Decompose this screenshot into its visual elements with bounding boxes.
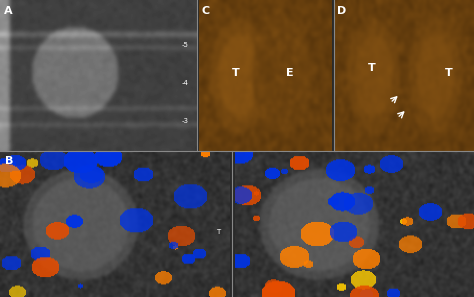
Text: -4: -4 <box>182 80 189 86</box>
Text: E: E <box>285 68 293 78</box>
Text: A: A <box>4 6 12 16</box>
Text: -3: -3 <box>182 118 189 124</box>
Text: T: T <box>216 228 220 235</box>
Text: T: T <box>445 68 453 78</box>
Text: B: B <box>5 156 13 166</box>
Text: T: T <box>232 68 240 78</box>
Text: T: T <box>368 63 376 73</box>
Text: D: D <box>337 6 346 16</box>
Text: -5: -5 <box>182 42 189 48</box>
Text: C: C <box>202 6 210 16</box>
